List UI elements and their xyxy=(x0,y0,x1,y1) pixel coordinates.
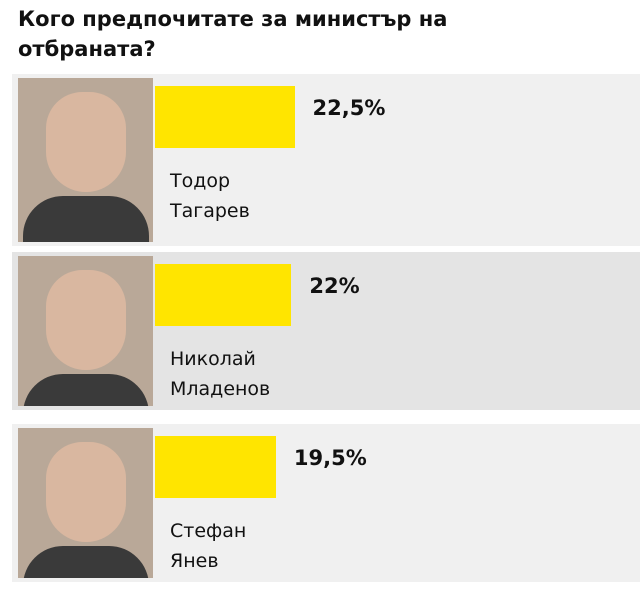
value-label: 22,5% xyxy=(312,96,386,120)
value-label: 19,5% xyxy=(293,446,367,470)
bar xyxy=(155,264,292,326)
row: 19,5% Стефан Янев xyxy=(12,424,640,582)
photo-head xyxy=(46,442,126,542)
photo-body xyxy=(23,374,149,406)
photo xyxy=(18,428,153,578)
category-label: Стефан Янев xyxy=(170,520,247,572)
bar xyxy=(155,436,276,498)
category-label: Николай Младенов xyxy=(170,348,271,400)
photo-head xyxy=(46,92,126,192)
photo xyxy=(18,256,153,406)
chart-title: Кого предпочитате за министър на отбрана… xyxy=(18,7,448,61)
photo xyxy=(18,78,153,242)
category-label: Тодор Тагарев xyxy=(170,170,250,222)
photo-body xyxy=(23,546,149,578)
row: 22,5% Тодор Тагарев xyxy=(12,74,640,246)
row: 22% Николай Младенов xyxy=(12,252,640,410)
bar xyxy=(155,86,295,148)
value-label: 22% xyxy=(309,274,360,298)
photo-body xyxy=(23,196,149,242)
photo-head xyxy=(46,270,126,370)
